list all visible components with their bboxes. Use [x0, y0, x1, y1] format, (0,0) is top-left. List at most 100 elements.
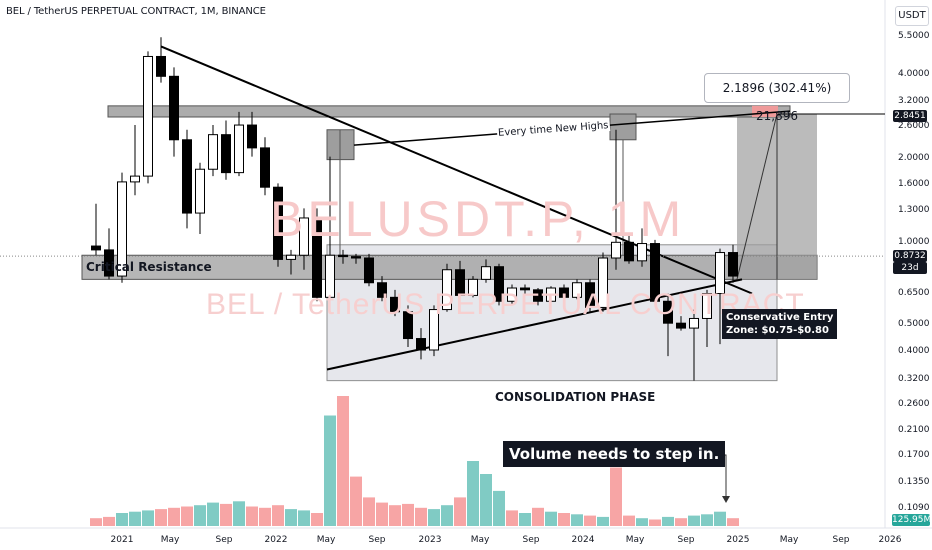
volume-bar	[649, 519, 661, 526]
volume-bar	[233, 501, 245, 526]
volume-bar	[675, 518, 687, 526]
volume-bar	[363, 497, 375, 526]
time-tick-label: Sep	[678, 535, 695, 545]
candle-body	[91, 245, 101, 251]
candle-body	[182, 139, 192, 214]
entry-line-1: Conservative Entry	[726, 312, 834, 323]
volume-bar	[493, 490, 505, 526]
candle-body	[676, 322, 686, 329]
currency-button[interactable]: USDT	[895, 6, 929, 26]
volume-bar	[454, 497, 466, 526]
price-tick-label: 0.5000	[898, 319, 930, 329]
candle-body	[598, 257, 608, 308]
volume-bar	[480, 474, 492, 526]
volume-bar	[532, 507, 544, 526]
candle-body	[234, 124, 244, 174]
time-tick-label: 2024	[572, 535, 595, 545]
candle-body	[351, 256, 361, 259]
candle-body	[169, 75, 179, 141]
volume-bar	[688, 515, 700, 526]
time-tick-label: Sep	[216, 535, 233, 545]
time-tick-label: Sep	[833, 535, 850, 545]
volume-bar	[519, 513, 531, 526]
top-resistance-band	[107, 105, 791, 118]
volume-bar	[545, 511, 557, 526]
watermark-symbol: BELUSDT.P, 1M	[270, 191, 686, 247]
symbol-header: BEL / TetherUS PERPETUAL CONTRACT, 1M, B…	[6, 6, 266, 17]
candle-body	[273, 186, 283, 260]
candle-body	[585, 282, 595, 308]
time-tick-label: Sep	[369, 535, 386, 545]
volume-bar	[428, 509, 440, 526]
price-tick-label: 2.6000	[898, 121, 930, 131]
volume-bar	[116, 513, 128, 526]
last-price-tag: 0.8732	[893, 250, 927, 262]
volume-bar	[337, 396, 349, 526]
volume-bar	[701, 514, 713, 526]
volume-bar	[571, 514, 583, 526]
candle-body	[208, 134, 218, 170]
time-tick-label: 2025	[727, 535, 750, 545]
price-tick-label: 5.5000	[898, 31, 930, 41]
volume-bar	[324, 415, 336, 526]
candle-body	[325, 254, 335, 298]
volume-bar	[506, 510, 518, 526]
volume-bar	[636, 518, 648, 526]
candle-body	[520, 287, 530, 291]
time-tick-label: May	[626, 535, 645, 545]
volume-bar	[285, 509, 297, 526]
candle-body	[286, 254, 296, 260]
candle-body	[650, 243, 660, 302]
candle-body	[429, 309, 439, 351]
candle-body	[247, 124, 257, 149]
candle-body	[507, 287, 517, 302]
candle-body	[299, 217, 309, 256]
volume-bar	[142, 510, 154, 526]
volume-bar	[350, 476, 362, 526]
candle-body	[572, 282, 582, 298]
price-tick-label: 3.2000	[898, 96, 930, 106]
volume-bar	[662, 516, 674, 526]
candle-body	[494, 266, 504, 302]
candle-body	[728, 252, 738, 277]
time-tick-label: 2023	[419, 535, 442, 545]
price-tick-label: 0.2100	[898, 425, 930, 435]
time-tick-label: 2022	[265, 535, 288, 545]
volume-bar	[402, 503, 414, 526]
volume-bar	[727, 518, 739, 526]
candle-body	[546, 287, 556, 302]
price-tick-label: 2.0000	[898, 153, 930, 163]
candle-body	[442, 269, 452, 311]
new-high-box	[609, 113, 637, 141]
candle-body	[624, 241, 634, 262]
volume-arrow-head	[722, 496, 730, 503]
critical-resistance-label: Critical Resistance	[86, 260, 212, 274]
volume-bar	[376, 502, 388, 526]
candle-body	[364, 257, 374, 284]
volume-bar	[623, 515, 635, 526]
price-tick-label: 0.2600	[898, 399, 930, 409]
candle-body	[312, 217, 322, 298]
entry-zone-label: Conservative Entry Zone: $0.75-$0.80	[722, 309, 838, 339]
target-price-tag: 2.8451	[893, 110, 927, 122]
candle-body	[403, 311, 413, 340]
ascending-trendline	[326, 278, 743, 371]
time-tick-label: May	[780, 535, 799, 545]
candle-body	[663, 300, 673, 324]
countdown-tag: 23d 11h	[893, 262, 927, 285]
volume-bar	[389, 505, 401, 526]
volume-bar	[467, 461, 479, 526]
volume-bar	[597, 516, 609, 526]
entry-line-2: Zone: $0.75-$0.80	[726, 325, 829, 336]
candle-body	[468, 278, 478, 296]
candle-body	[143, 55, 153, 177]
time-tick-label: May	[161, 535, 180, 545]
candle-body	[533, 289, 543, 302]
candle-body	[338, 254, 348, 258]
volume-bar	[714, 511, 726, 526]
candle-body	[715, 252, 725, 295]
measure-label: 2.1896 (302.41%) 21,896	[704, 73, 850, 123]
time-tick-label: Sep	[523, 535, 540, 545]
candle-body	[260, 147, 270, 188]
